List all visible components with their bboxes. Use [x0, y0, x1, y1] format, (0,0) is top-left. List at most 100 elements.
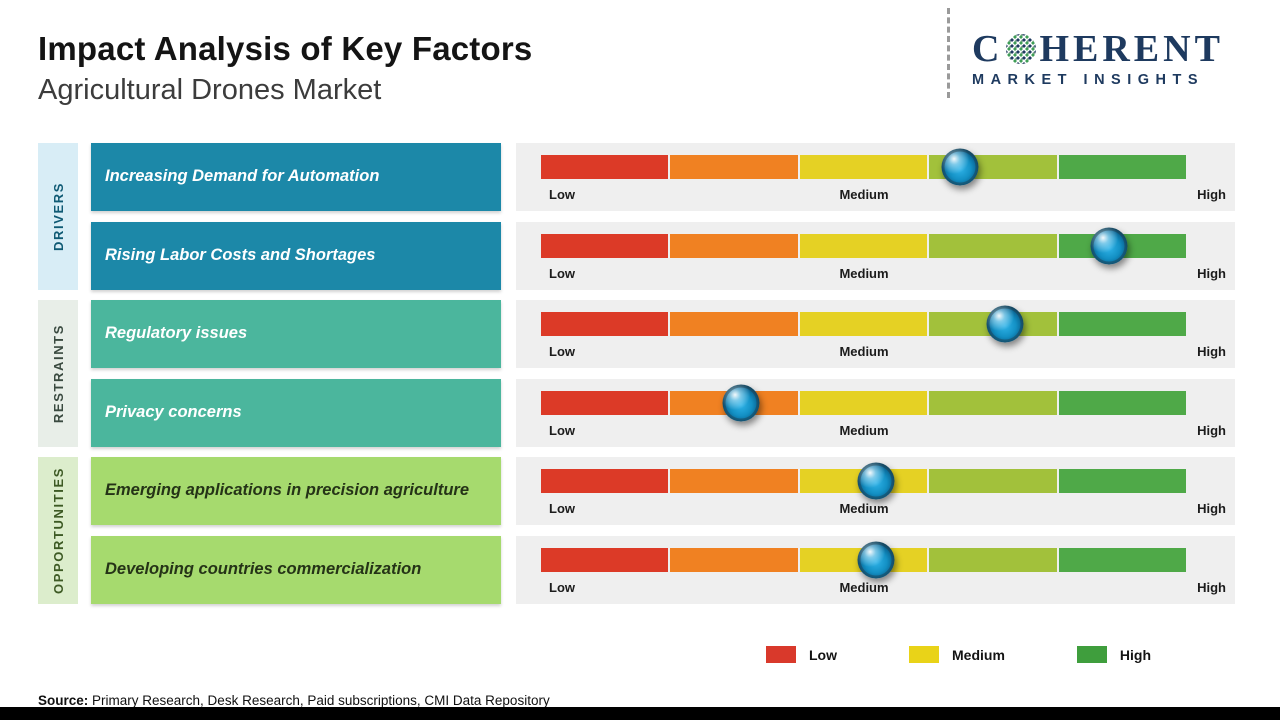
category-label-text: DRIVERS — [50, 181, 66, 251]
category-label-text: RESTRAINTS — [50, 323, 66, 423]
bar-segment-4 — [1058, 547, 1187, 572]
bar-segment-1 — [670, 312, 798, 336]
legend-label: Medium — [952, 646, 1005, 663]
category-label-text: OPPORTUNITIES — [50, 466, 66, 594]
scale-label-medium: Medium — [839, 265, 889, 281]
bar-segment-0 — [541, 469, 669, 493]
bar-segment-2 — [799, 312, 928, 336]
scale-label-medium: Medium — [839, 501, 889, 516]
legend-swatch — [1076, 646, 1107, 663]
brand-logo-wordmark: C HERENT — [972, 30, 1262, 68]
impact-track: Low Medium High — [516, 300, 1235, 368]
bar-segment-4 — [1058, 312, 1187, 336]
factor-label: Increasing Demand for Automation — [105, 167, 380, 186]
impact-track: Low Medium High — [516, 143, 1235, 211]
scale-label-low: Low — [549, 501, 575, 516]
factor-box: Privacy concerns — [91, 378, 501, 447]
bar-segment-4 — [1058, 155, 1187, 179]
scale-labels: Low Medium High — [516, 187, 1235, 205]
impact-track: Low Medium High — [516, 221, 1235, 290]
factor-rows: Increasing Demand for Automation Low Mediu… — [91, 143, 1235, 290]
scale-label-medium: Medium — [839, 344, 889, 359]
scale-label-high: High — [1197, 501, 1226, 516]
brand-logo: C HERENT MARKET INSIGHTS — [972, 30, 1262, 88]
impact-bar — [541, 469, 1187, 493]
globe-icon — [1006, 34, 1037, 64]
page-subtitle: Agricultural Drones Market — [38, 74, 382, 106]
factor-box: Regulatory issues — [91, 300, 501, 368]
scale-label-low: Low — [549, 579, 575, 595]
impact-track: Low Medium High — [516, 457, 1235, 525]
factor-group-drivers: DRIVERS Increasing Demand for Automation L… — [38, 143, 1235, 290]
bar-segment-1 — [670, 547, 798, 572]
factor-box: Increasing Demand for Automation — [91, 143, 501, 211]
legend-item-high: High — [1076, 646, 1151, 663]
bar-segment-3 — [929, 469, 1057, 493]
legend-item-low: Low — [766, 646, 837, 663]
scale-label-medium: Medium — [839, 579, 889, 595]
brand-logo-text-left: C — [972, 28, 1004, 70]
impact-bar — [541, 155, 1187, 179]
legend-item-medium: Medium — [909, 646, 1005, 663]
legend-label: Low — [809, 646, 837, 663]
impact-marker — [857, 462, 895, 500]
bar-segment-4 — [1058, 469, 1187, 493]
category-label-drivers: DRIVERS — [38, 143, 78, 290]
scale-label-high: High — [1197, 579, 1226, 595]
factor-label: Privacy concerns — [105, 402, 242, 421]
factor-row: Developing countries commercialization Lo… — [91, 535, 1235, 604]
bar-segment-1 — [670, 233, 798, 258]
scale-labels: Low Medium High — [516, 501, 1235, 519]
factor-box: Emerging applications in precision agric… — [91, 457, 501, 525]
factor-label: Rising Labor Costs and Shortages — [105, 245, 376, 264]
scale-label-high: High — [1197, 265, 1226, 281]
factor-label: Developing countries commercialization — [105, 559, 422, 578]
category-label-restraints: RESTRAINTS — [38, 300, 78, 447]
factor-row: Regulatory issues Low Medium High — [91, 300, 1235, 368]
source-text: Primary Research, Desk Research, Paid su… — [92, 693, 550, 708]
scale-labels: Low Medium High — [516, 344, 1235, 362]
impact-track: Low Medium High — [516, 378, 1235, 447]
impact-marker — [1090, 227, 1128, 264]
scale-label-high: High — [1197, 344, 1226, 359]
bar-segment-4 — [1058, 390, 1187, 415]
source-label: Source: — [38, 693, 89, 708]
bar-segment-3 — [929, 547, 1057, 572]
scale-label-low: Low — [549, 187, 575, 202]
impact-marker — [941, 148, 979, 186]
factor-box: Rising Labor Costs and Shortages — [91, 221, 501, 290]
bar-segment-1 — [670, 155, 798, 179]
bar-segment-3 — [929, 390, 1057, 415]
bar-segment-2 — [799, 233, 928, 258]
brand-logo-tagline: MARKET INSIGHTS — [972, 72, 1205, 88]
scale-label-low: Low — [549, 344, 575, 359]
scale-label-high: High — [1197, 187, 1226, 202]
factor-row: Privacy concerns Low Medium High — [91, 378, 1235, 447]
source-line: Source: Primary Research, Desk Research,… — [38, 693, 550, 708]
bar-segment-0 — [541, 390, 669, 415]
factor-label: Emerging applications in precision agric… — [105, 481, 469, 500]
factor-box: Developing countries commercialization — [91, 535, 501, 604]
bar-segment-0 — [541, 312, 669, 336]
bar-segment-1 — [670, 469, 798, 493]
factor-row: Emerging applications in precision agric… — [91, 457, 1235, 525]
factor-rows: Emerging applications in precision agric… — [91, 457, 1235, 604]
factor-rows: Regulatory issues Low Medium High Privacy co… — [91, 300, 1235, 447]
scale-labels: Low Medium High — [516, 423, 1235, 441]
factor-group-opportunities: OPPORTUNITIES Emerging applications in pr… — [38, 457, 1235, 604]
impact-marker — [986, 305, 1024, 343]
scale-label-low: Low — [549, 422, 575, 438]
factor-row: Rising Labor Costs and Shortages Low Mediu… — [91, 221, 1235, 290]
scale-label-high: High — [1197, 422, 1226, 438]
bar-segment-0 — [541, 547, 669, 572]
bar-segment-2 — [799, 390, 928, 415]
legend: Low Medium High — [766, 646, 1151, 663]
logo-separator — [947, 8, 950, 98]
bar-segment-3 — [929, 233, 1057, 258]
footer-bar — [0, 707, 1280, 720]
bar-segment-0 — [541, 155, 669, 179]
bar-segment-2 — [799, 155, 928, 179]
category-label-opportunities: OPPORTUNITIES — [38, 457, 78, 604]
impact-analysis-chart: DRIVERS Increasing Demand for Automation L… — [38, 143, 1235, 604]
legend-swatch — [909, 646, 939, 663]
